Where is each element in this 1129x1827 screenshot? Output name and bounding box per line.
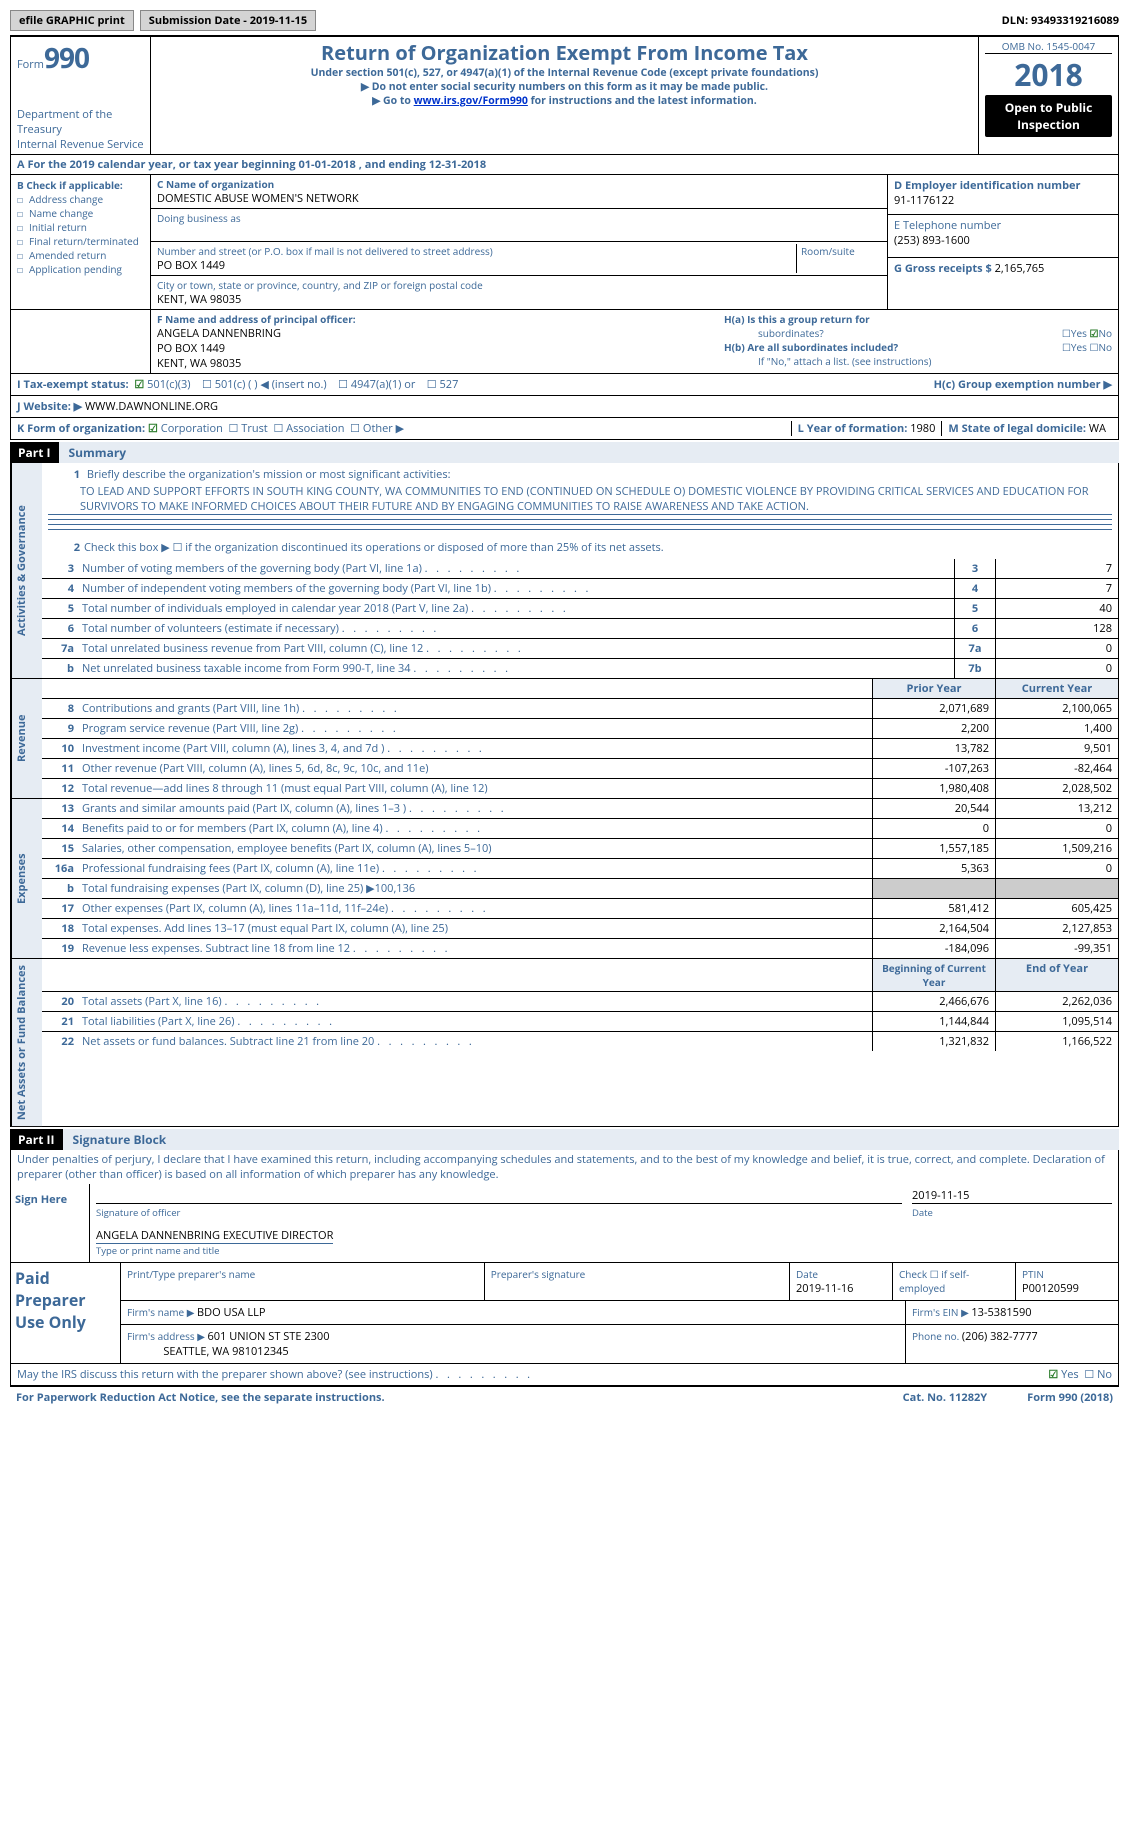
signature-block: Sign Here Signature of officer 2019-11-1… xyxy=(10,1184,1119,1263)
netassets-section: Net Assets or Fund Balances Beginning of… xyxy=(10,959,1119,1127)
dln-value: 93493319216089 xyxy=(1031,13,1119,28)
part1-header: Part I Summary xyxy=(10,442,1119,463)
side-activities: Activities & Governance xyxy=(11,463,42,678)
org-street: PO BOX 1449 xyxy=(157,258,225,273)
website-row: J Website: ▶ WWW.DAWNONLINE.ORG xyxy=(10,396,1119,418)
form-prefix: Form xyxy=(17,57,44,72)
side-netassets: Net Assets or Fund Balances xyxy=(11,959,42,1126)
dln-label: DLN: xyxy=(1002,13,1028,28)
klm-row: K Form of organization: ☑ Corporation ☐ … xyxy=(10,418,1119,440)
gross-receipts: 2,165,765 xyxy=(995,261,1045,276)
top-bar: efile GRAPHIC print Submission Date - 20… xyxy=(10,10,1119,31)
efile-button[interactable]: efile GRAPHIC print xyxy=(10,10,134,31)
footer: For Paperwork Reduction Act Notice, see … xyxy=(10,1386,1119,1408)
subtitle-3: ▶ Go to www.irs.gov/Form990 for instruct… xyxy=(157,94,972,108)
side-expenses: Expenses xyxy=(11,799,42,958)
omb-number: OMB No. 1545-0047 xyxy=(985,39,1112,54)
open-to-public: Open to Public Inspection xyxy=(985,95,1112,137)
section-c: C Name of organization DOMESTIC ABUSE WO… xyxy=(151,175,888,309)
form-header: Form990 Department of the Treasury Inter… xyxy=(10,35,1119,155)
section-b: B Check if applicable: ☐ Address change … xyxy=(11,175,151,309)
dept-treasury: Department of the Treasury Internal Reve… xyxy=(17,107,144,152)
dln: DLN: 93493319216089 xyxy=(1002,13,1119,28)
irs-link[interactable]: www.irs.gov/Form990 xyxy=(414,94,528,108)
part2-header: Part II Signature Block xyxy=(10,1129,1119,1150)
side-revenue: Revenue xyxy=(11,679,42,798)
phone: (253) 893-1600 xyxy=(894,233,970,248)
mission-block: 1 Briefly describe the organization's mi… xyxy=(42,463,1118,536)
subtitle-2: ▶ Do not enter social security numbers o… xyxy=(157,80,972,94)
org-city: KENT, WA 98035 xyxy=(157,292,241,307)
discuss-row: May the IRS discuss this return with the… xyxy=(10,1364,1119,1386)
form-title: Return of Organization Exempt From Incom… xyxy=(157,39,972,66)
tax-year: 2018 xyxy=(985,54,1112,95)
website: WWW.DAWNONLINE.ORG xyxy=(85,399,218,414)
section-deg: D Employer identification number 91-1176… xyxy=(888,175,1118,309)
submission-date-button[interactable]: Submission Date - 2019-11-15 xyxy=(140,10,316,31)
expenses-section: Expenses 13Grants and similar amounts pa… xyxy=(10,799,1119,959)
form-number: 990 xyxy=(44,39,89,77)
revenue-section: Revenue Prior YearCurrent Year 8Contribu… xyxy=(10,679,1119,799)
mission-text: TO LEAD AND SUPPORT EFFORTS IN SOUTH KIN… xyxy=(48,484,1112,515)
activities-section: Activities & Governance 1 Briefly descri… xyxy=(10,463,1119,679)
ein: 91-1176122 xyxy=(894,193,954,208)
org-name: DOMESTIC ABUSE WOMEN'S NETWORK xyxy=(157,191,359,206)
entity-block: B Check if applicable: ☐ Address change … xyxy=(10,175,1119,309)
perjury-text: Under penalties of perjury, I declare th… xyxy=(10,1150,1119,1184)
officer-block: F Name and address of principal officer:… xyxy=(10,309,1119,374)
period-line: A For the 2019 calendar year, or tax yea… xyxy=(10,155,1119,175)
tax-exempt-status: I Tax-exempt status: ☑ 501(c)(3) ☐ 501(c… xyxy=(10,374,1119,396)
preparer-block: Paid Preparer Use Only Print/Type prepar… xyxy=(10,1263,1119,1364)
subtitle-1: Under section 501(c), 527, or 4947(a)(1)… xyxy=(157,66,972,80)
